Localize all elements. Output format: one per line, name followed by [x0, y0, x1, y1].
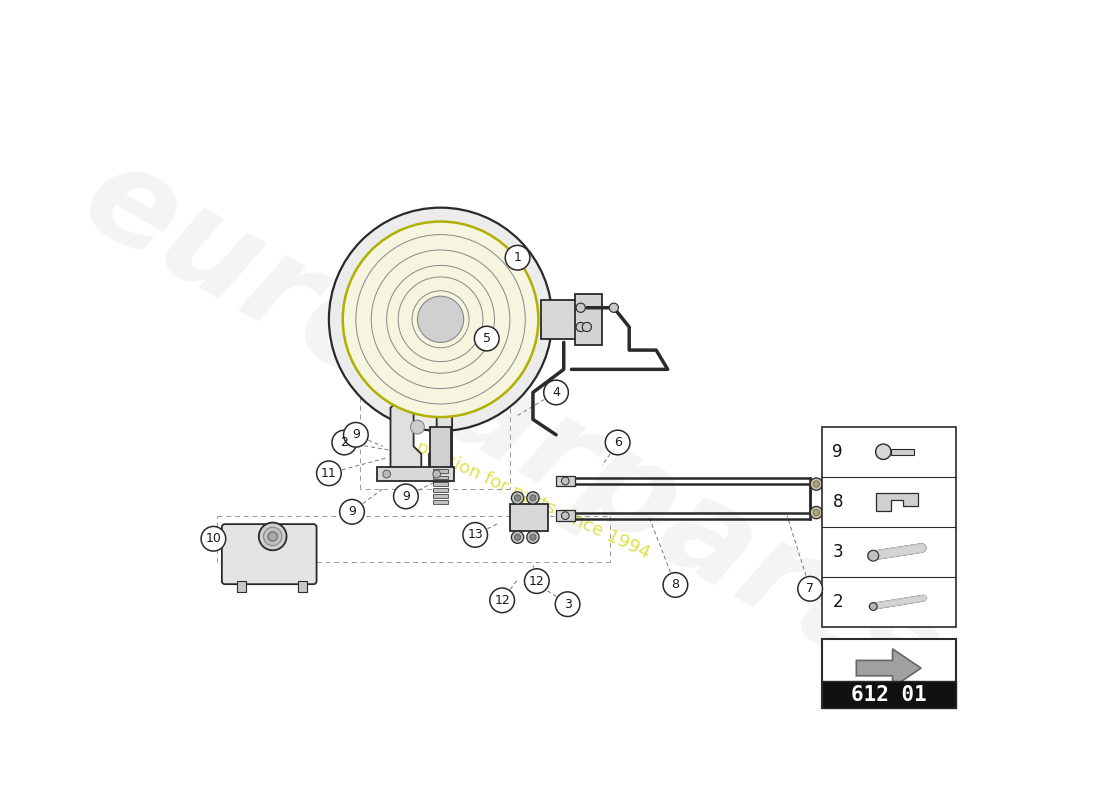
Text: 7: 7: [806, 582, 814, 595]
Bar: [433, 488, 449, 492]
Bar: [541, 300, 591, 338]
Bar: [822, 427, 957, 627]
Circle shape: [474, 326, 499, 351]
Circle shape: [810, 506, 823, 518]
Text: 6: 6: [614, 436, 622, 449]
Polygon shape: [390, 385, 452, 474]
Circle shape: [556, 592, 580, 617]
Circle shape: [317, 461, 341, 486]
Text: 8: 8: [671, 578, 680, 591]
Bar: [433, 476, 449, 479]
Bar: [433, 494, 449, 498]
Circle shape: [410, 420, 425, 434]
Text: 9: 9: [352, 428, 360, 442]
Circle shape: [561, 477, 569, 485]
Bar: [822, 639, 957, 708]
Circle shape: [527, 531, 539, 543]
Circle shape: [576, 303, 585, 312]
Bar: [556, 510, 575, 521]
Circle shape: [813, 481, 820, 487]
Polygon shape: [856, 649, 921, 687]
Circle shape: [505, 246, 530, 270]
Text: 2: 2: [340, 436, 349, 449]
Circle shape: [582, 322, 592, 332]
Circle shape: [813, 510, 820, 516]
Text: 3: 3: [563, 598, 572, 610]
Text: 10: 10: [206, 532, 221, 546]
Circle shape: [868, 550, 879, 561]
Bar: [891, 449, 914, 455]
Text: 4: 4: [552, 386, 560, 399]
Circle shape: [264, 527, 282, 546]
Bar: [433, 500, 449, 504]
Bar: [430, 427, 451, 481]
Circle shape: [258, 522, 286, 550]
Text: 9: 9: [348, 506, 356, 518]
Circle shape: [561, 512, 569, 519]
Circle shape: [332, 430, 356, 455]
Text: 12: 12: [494, 594, 510, 607]
Circle shape: [268, 532, 277, 541]
Text: 1: 1: [514, 251, 521, 264]
Bar: [575, 294, 603, 345]
Circle shape: [340, 499, 364, 524]
Circle shape: [810, 478, 823, 490]
Circle shape: [530, 495, 536, 501]
Circle shape: [543, 380, 569, 405]
Text: 8: 8: [833, 493, 843, 510]
Bar: [298, 581, 307, 592]
Circle shape: [869, 602, 877, 610]
Circle shape: [609, 303, 618, 312]
Bar: [433, 482, 449, 486]
Circle shape: [512, 531, 524, 543]
Circle shape: [876, 444, 891, 459]
Circle shape: [798, 577, 823, 601]
Circle shape: [515, 534, 520, 540]
Circle shape: [329, 208, 552, 431]
Circle shape: [343, 422, 368, 447]
Circle shape: [343, 222, 538, 417]
Circle shape: [525, 569, 549, 594]
Circle shape: [418, 296, 464, 342]
Text: 3: 3: [833, 543, 843, 561]
Polygon shape: [876, 493, 917, 511]
Bar: [377, 467, 454, 481]
Bar: [556, 476, 575, 486]
Circle shape: [530, 534, 536, 540]
Circle shape: [663, 573, 688, 598]
Text: 9: 9: [402, 490, 410, 503]
FancyBboxPatch shape: [222, 524, 317, 584]
Circle shape: [432, 470, 440, 478]
Text: a passion for parts since 1994: a passion for parts since 1994: [398, 430, 652, 562]
Text: 9: 9: [833, 442, 843, 461]
Text: 5: 5: [483, 332, 491, 345]
Text: 13: 13: [468, 529, 483, 542]
Text: 11: 11: [321, 467, 337, 480]
Text: 612 01: 612 01: [850, 685, 926, 705]
Circle shape: [201, 526, 225, 551]
Circle shape: [490, 588, 515, 613]
Circle shape: [576, 322, 585, 332]
Circle shape: [512, 492, 524, 504]
Circle shape: [515, 495, 520, 501]
Bar: [433, 470, 449, 474]
Circle shape: [383, 470, 390, 478]
Text: 2: 2: [833, 593, 843, 611]
Circle shape: [527, 492, 539, 504]
Text: eurocarparts: eurocarparts: [62, 131, 958, 722]
Bar: [822, 682, 957, 708]
Circle shape: [605, 430, 630, 455]
Circle shape: [463, 522, 487, 547]
Text: 12: 12: [529, 574, 544, 587]
Bar: [510, 504, 548, 531]
Circle shape: [394, 484, 418, 509]
Bar: [236, 581, 245, 592]
